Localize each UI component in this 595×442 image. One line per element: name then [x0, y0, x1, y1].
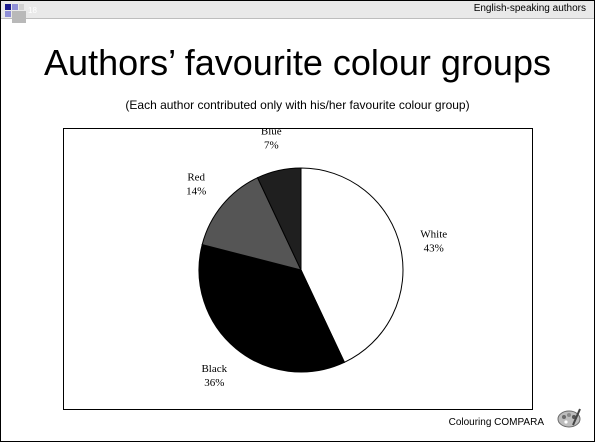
slice-value-blue: 7% [264, 139, 279, 151]
slice-label-white: White [420, 228, 447, 240]
slice-value-black: 36% [204, 377, 224, 389]
pie-slice-white [300, 167, 404, 363]
section-label: English-speaking authors [473, 3, 586, 14]
slide-number: 18 [28, 6, 37, 15]
slice-label-blue: Blue [261, 129, 282, 137]
footer-label: Colouring COMPARA [448, 417, 544, 428]
slide-subtitle: (Each author contributed only with his/h… [125, 98, 470, 112]
palette-icon [557, 408, 581, 428]
slice-value-red: 14% [186, 185, 206, 197]
slide-title: Authors’ favourite colour groups [44, 42, 551, 83]
slice-label-black: Black [201, 363, 227, 375]
pie-slice-blue [256, 167, 302, 271]
header-bar: 18 English-speaking authors [1, 1, 594, 23]
header-decoration [1, 1, 31, 23]
slice-label-red: Red [187, 171, 205, 183]
slice-value-white: 43% [424, 242, 444, 254]
pie-chart-svg: White 43% Black 36% Red 14% Blue 7% [186, 129, 447, 389]
pie-slice-red [201, 177, 302, 271]
pie-slice-black [198, 244, 346, 373]
pie-chart: White 43% Black 36% Red 14% Blue 7% [63, 128, 533, 410]
